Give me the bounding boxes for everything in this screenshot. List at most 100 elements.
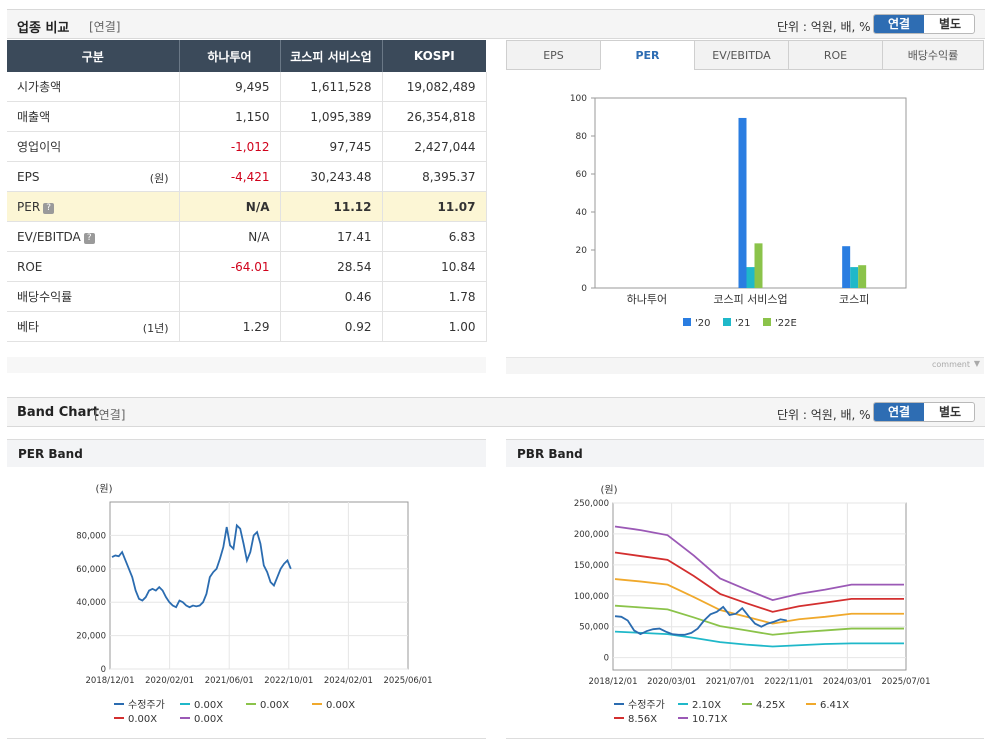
- y-tick-label: 40,000: [76, 598, 106, 608]
- table-row-roe: ROE -64.01 28.54 10.84: [7, 251, 487, 282]
- divider: [7, 738, 486, 739]
- cell-kospi: 1.00: [382, 311, 487, 342]
- section-title: 업종 비교: [17, 21, 70, 36]
- cell-company: [179, 281, 281, 312]
- legend-label: 0.00X: [194, 700, 223, 711]
- cell-company: N/A: [179, 221, 281, 252]
- legend-label: 2.10X: [692, 700, 721, 711]
- tab-dividend-yield[interactable]: 배당수익률: [882, 40, 984, 70]
- y-tick-label: 150,000: [574, 561, 609, 571]
- x-tick-label: 2020/03/01: [647, 677, 696, 687]
- x-category-label: 코스피 서비스업: [713, 293, 787, 306]
- table-row-eps: EPS (원) -4,421 30,243.48 8,395.37: [7, 161, 487, 192]
- plot-area: [612, 502, 907, 671]
- legend-label: 0.00X: [128, 714, 157, 725]
- tab-per[interactable]: PER: [600, 40, 695, 70]
- consolidated-button[interactable]: 연결: [874, 15, 924, 33]
- cell-company: 9,495: [179, 72, 281, 102]
- x-category-label: 코스피: [839, 293, 869, 306]
- plot-area: [594, 97, 907, 289]
- y-tick-label: 0: [101, 665, 106, 675]
- table-header-row: 구분 하나투어 코스피 서비스업 KOSPI: [7, 40, 486, 72]
- x-tick-label: 2024/03/01: [823, 677, 872, 687]
- row-label: EPS: [17, 169, 40, 184]
- unit-label: 단위 : 억원, 배, %: [777, 20, 871, 34]
- cell-industry: 28.54: [280, 251, 383, 282]
- per-bar-chart: 0 20 40 60 80 100 하나투어 코스피 서비스업 코스피 '20 '21 '22E: [570, 94, 907, 329]
- help-icon[interactable]: ?: [83, 232, 95, 244]
- band-chart-header: Band Chart [연결] 단위 : 억원, 배, % 연결 별도: [7, 397, 985, 427]
- cell-industry: 30,243.48: [280, 161, 383, 192]
- bar: [738, 117, 747, 288]
- comment-bar: comment ▼: [506, 357, 984, 374]
- cell-industry: 0.92: [280, 311, 383, 342]
- divider: [506, 738, 984, 739]
- y-tick-label: 20,000: [76, 632, 106, 642]
- y-tick-label: 40: [576, 208, 588, 218]
- legend-swatch: [763, 318, 771, 326]
- plot-area: [109, 501, 409, 670]
- row-label: 베타: [17, 320, 40, 334]
- row-label: 매출액: [7, 101, 180, 132]
- per-band-chart: 0 20,000 40,000 60,000 80,000 2018/12/01 2020/…: [76, 483, 433, 725]
- y-tick-label: 50,000: [579, 623, 609, 633]
- series-line: [614, 551, 904, 613]
- header-category: 구분: [7, 40, 180, 72]
- table-row-revenue: 매출액 1,150 1,095,389 26,354,818: [7, 101, 487, 132]
- cell-industry: 11.12: [280, 191, 383, 222]
- legend-label: 0.00X: [326, 700, 355, 711]
- cell-industry: 17.41: [280, 221, 383, 252]
- section-title: Band Chart: [17, 405, 99, 420]
- series-line: [614, 578, 904, 625]
- legend-label: '21: [735, 318, 750, 329]
- consolidation-toggle: 연결 별도: [873, 402, 975, 422]
- consolidated-button[interactable]: 연결: [874, 403, 924, 421]
- header-company: 하나투어: [179, 40, 281, 72]
- metric-tabs: EPS PER EV/EBITDA ROE 배당수익률: [506, 40, 984, 71]
- bar: [858, 265, 867, 288]
- cell-kospi: 11.07: [382, 191, 487, 222]
- separate-button[interactable]: 별도: [938, 405, 962, 419]
- row-label: PER: [17, 199, 41, 214]
- cell-kospi: 2,427,044: [382, 131, 487, 162]
- separate-button[interactable]: 별도: [938, 17, 962, 31]
- table-row-beta: 베타 (1년) 1.29 0.92 1.00: [7, 311, 487, 342]
- chevron-down-icon[interactable]: ▼: [973, 359, 980, 368]
- series-line: [614, 604, 904, 636]
- cell-kospi: 6.83: [382, 221, 487, 252]
- pbr-band-header: PBR Band: [506, 439, 984, 467]
- panel-title: PBR Band: [517, 447, 583, 461]
- row-label-cell: 베타 (1년): [7, 311, 180, 342]
- cell-industry: 1,095,389: [280, 101, 383, 132]
- row-label: 영업이익: [7, 131, 180, 162]
- tab-eps[interactable]: EPS: [506, 40, 601, 70]
- y-tick-label: 100,000: [574, 592, 609, 602]
- bar: [746, 267, 755, 288]
- legend-swatch: [723, 318, 731, 326]
- cell-industry: 0.46: [280, 281, 383, 312]
- row-label-cell: EV/EBITDA?: [7, 221, 180, 252]
- comment-toggle[interactable]: comment: [931, 360, 970, 369]
- help-icon[interactable]: ?: [43, 202, 55, 214]
- tab-ev-ebitda[interactable]: EV/EBITDA: [694, 40, 789, 70]
- row-label: 시가총액: [7, 72, 180, 102]
- y-tick-label: 60: [576, 170, 588, 180]
- cell-company: -4,421: [179, 161, 281, 192]
- y-tick-label: 0: [581, 284, 587, 294]
- x-tick-label: 2025/06/01: [384, 676, 433, 686]
- legend-label: 0.00X: [194, 714, 223, 725]
- consolidated-tag: [연결]: [94, 408, 126, 422]
- x-tick-label: 2021/07/01: [706, 677, 755, 687]
- x-category-label: 하나투어: [627, 292, 667, 306]
- tab-roe[interactable]: ROE: [788, 40, 883, 70]
- y-tick-label: 200,000: [574, 530, 609, 540]
- row-label: ROE: [7, 251, 180, 282]
- y-tick-label: 80,000: [76, 531, 106, 541]
- y-axis-unit: (원): [95, 483, 112, 495]
- legend-label: 10.71X: [692, 714, 728, 725]
- cell-kospi: 26,354,818: [382, 101, 487, 132]
- x-tick-label: 2022/11/01: [764, 677, 813, 687]
- legend-label: 4.25X: [756, 700, 785, 711]
- legend-swatch: [683, 318, 691, 326]
- bar: [842, 246, 851, 288]
